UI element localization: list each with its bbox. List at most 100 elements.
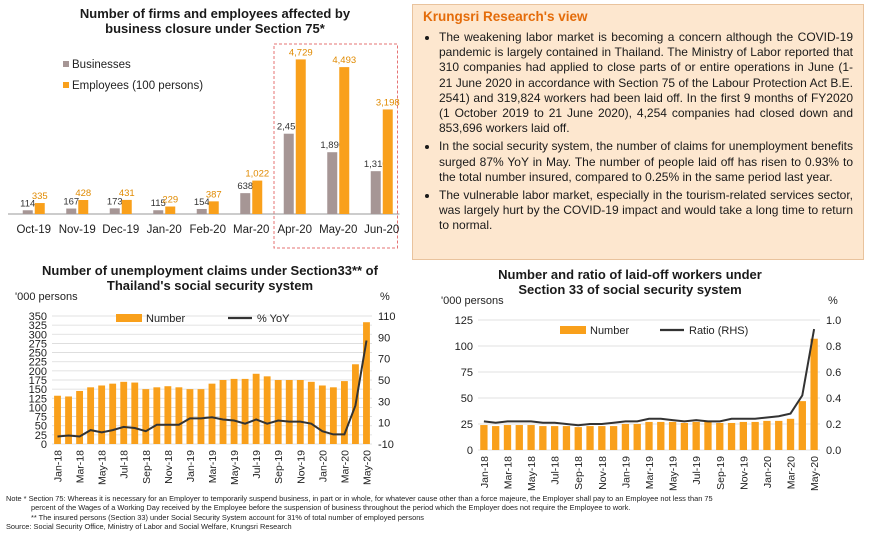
bar-number — [621, 424, 630, 450]
x-tick-label: Jun-20 — [364, 224, 399, 236]
bar-number — [751, 421, 759, 450]
bar-number — [657, 421, 665, 450]
note-line: ** The insured persons (Section 33) unde… — [31, 512, 425, 522]
view-bullet: The vulnerable labor market, especially … — [439, 188, 853, 234]
x-tick-label: Sep-19 — [715, 456, 727, 490]
x-tick-label: Jul-19 — [251, 450, 263, 479]
y-tick-label-left: 75 — [461, 367, 473, 379]
bar-businesses — [66, 208, 77, 214]
chart2-title: Number of unemployment claims under Sect… — [42, 263, 378, 293]
y-tick-label-right: 10 — [378, 418, 390, 430]
view-bullets: The weakening labor market is becoming a… — [423, 30, 853, 234]
bar-businesses — [283, 133, 294, 214]
bar-number — [120, 381, 128, 444]
legend-swatch — [63, 61, 69, 67]
y-tick-label-right: 0.4 — [826, 393, 841, 405]
bar-number — [633, 424, 641, 450]
x-tick-label: Mar-20 — [233, 224, 269, 236]
bar-number — [668, 421, 677, 450]
y-tick-label-right: 110 — [378, 311, 396, 323]
y-tick-label-right: 1.0 — [826, 315, 841, 327]
bar-number — [598, 426, 606, 450]
bar-number — [186, 389, 194, 444]
y-unit-left: '000 persons — [441, 295, 504, 307]
bar-number — [197, 389, 205, 444]
data-label: 173 — [107, 196, 123, 207]
x-tick-label: May-20 — [361, 450, 373, 485]
y-tick-label-left: 325 — [29, 320, 47, 332]
legend-label: Ratio (RHS) — [689, 325, 748, 337]
y-tick-label-left: 50 — [35, 421, 47, 433]
data-label: 154 — [194, 197, 210, 208]
y-tick-label-left: 225 — [29, 357, 47, 369]
x-tick-label: May-20 — [319, 224, 357, 236]
bar-employees — [208, 201, 219, 214]
bar-number — [810, 338, 818, 450]
bar-number — [208, 383, 216, 444]
y-tick-label-right: 50 — [378, 375, 390, 387]
bar-number — [98, 385, 106, 444]
x-tick-label: Jan-19 — [620, 456, 632, 488]
data-label: 1,022 — [245, 169, 269, 180]
bar-businesses — [327, 152, 338, 214]
bar-number — [340, 381, 348, 444]
bar-number — [274, 380, 282, 444]
bar-number — [131, 382, 139, 444]
chart3-plot: 0 25 50 75 100 125 0.0 0.2 0.4 0.6 0.8 1.0 '000 pers… — [441, 295, 841, 491]
y-tick-label-left: 275 — [29, 338, 47, 350]
bar-number — [680, 422, 689, 450]
bar-number — [763, 420, 771, 450]
data-label: 638 — [237, 181, 253, 192]
x-tick-label: Jul-18 — [119, 450, 131, 479]
x-tick-label: Jan-19 — [185, 450, 197, 482]
y-tick-label-right: 70 — [378, 354, 390, 366]
bar-number — [480, 425, 488, 450]
view-bullet: The weakening labor market is becoming a… — [439, 30, 853, 136]
bar-employees — [34, 203, 45, 214]
chart1-title: Number of firms and employees affected b… — [79, 6, 351, 36]
y-tick-label-left: 350 — [29, 311, 47, 323]
bar-number — [241, 378, 249, 444]
data-label: 4,493 — [332, 55, 356, 66]
legend-swatch-bar — [116, 314, 142, 322]
x-tick-label: May-18 — [97, 450, 109, 485]
bar-number — [727, 422, 736, 450]
y-tick-label-right: 0.8 — [826, 341, 841, 353]
bar-number — [503, 425, 512, 450]
bar-employees — [339, 67, 350, 214]
x-tick-label: May-19 — [668, 456, 680, 491]
data-label: 115 — [151, 198, 166, 209]
x-tick-label: Mar-18 — [75, 450, 87, 483]
view-title: Krungsri Research's view — [423, 9, 588, 24]
bar-businesses — [109, 208, 120, 214]
source-line: Source: Social Security Office, Ministry… — [6, 522, 292, 532]
note-line: percent of the Wages of a Working Day re… — [31, 503, 631, 513]
bar-employees — [382, 109, 393, 214]
bar-number — [296, 380, 304, 444]
x-tick-label: Sep-18 — [573, 456, 585, 490]
y-tick-label-left: 150 — [29, 384, 47, 396]
bar-number — [716, 422, 724, 450]
y-tick-label-left: 50 — [461, 393, 473, 405]
bar-number — [492, 426, 500, 450]
bar-employees — [165, 206, 176, 214]
bar-number — [574, 427, 582, 450]
y-tick-label-right: 0.0 — [826, 445, 841, 457]
chart3-title: Number and ratio of laid-off workers und… — [498, 267, 762, 297]
x-tick-label: Nov-18 — [163, 450, 175, 484]
notes: Note * Section 75: Whereas it is necessa… — [6, 494, 866, 532]
bar-businesses — [22, 210, 33, 214]
y-tick-label-left: 250 — [29, 348, 47, 360]
bar-number — [645, 421, 653, 450]
x-tick-label: Mar-20 — [786, 456, 798, 489]
bar-number — [363, 322, 370, 444]
x-tick-label: Nov-18 — [597, 456, 609, 490]
bar-number — [562, 426, 571, 450]
bar-businesses — [153, 210, 164, 214]
data-label: 229 — [162, 195, 178, 206]
x-tick-label: Jul-18 — [550, 456, 562, 485]
legend-swatch — [63, 82, 69, 88]
bar-number — [87, 387, 95, 444]
y-unit-right: % — [380, 291, 390, 303]
data-label: 335 — [32, 191, 48, 202]
